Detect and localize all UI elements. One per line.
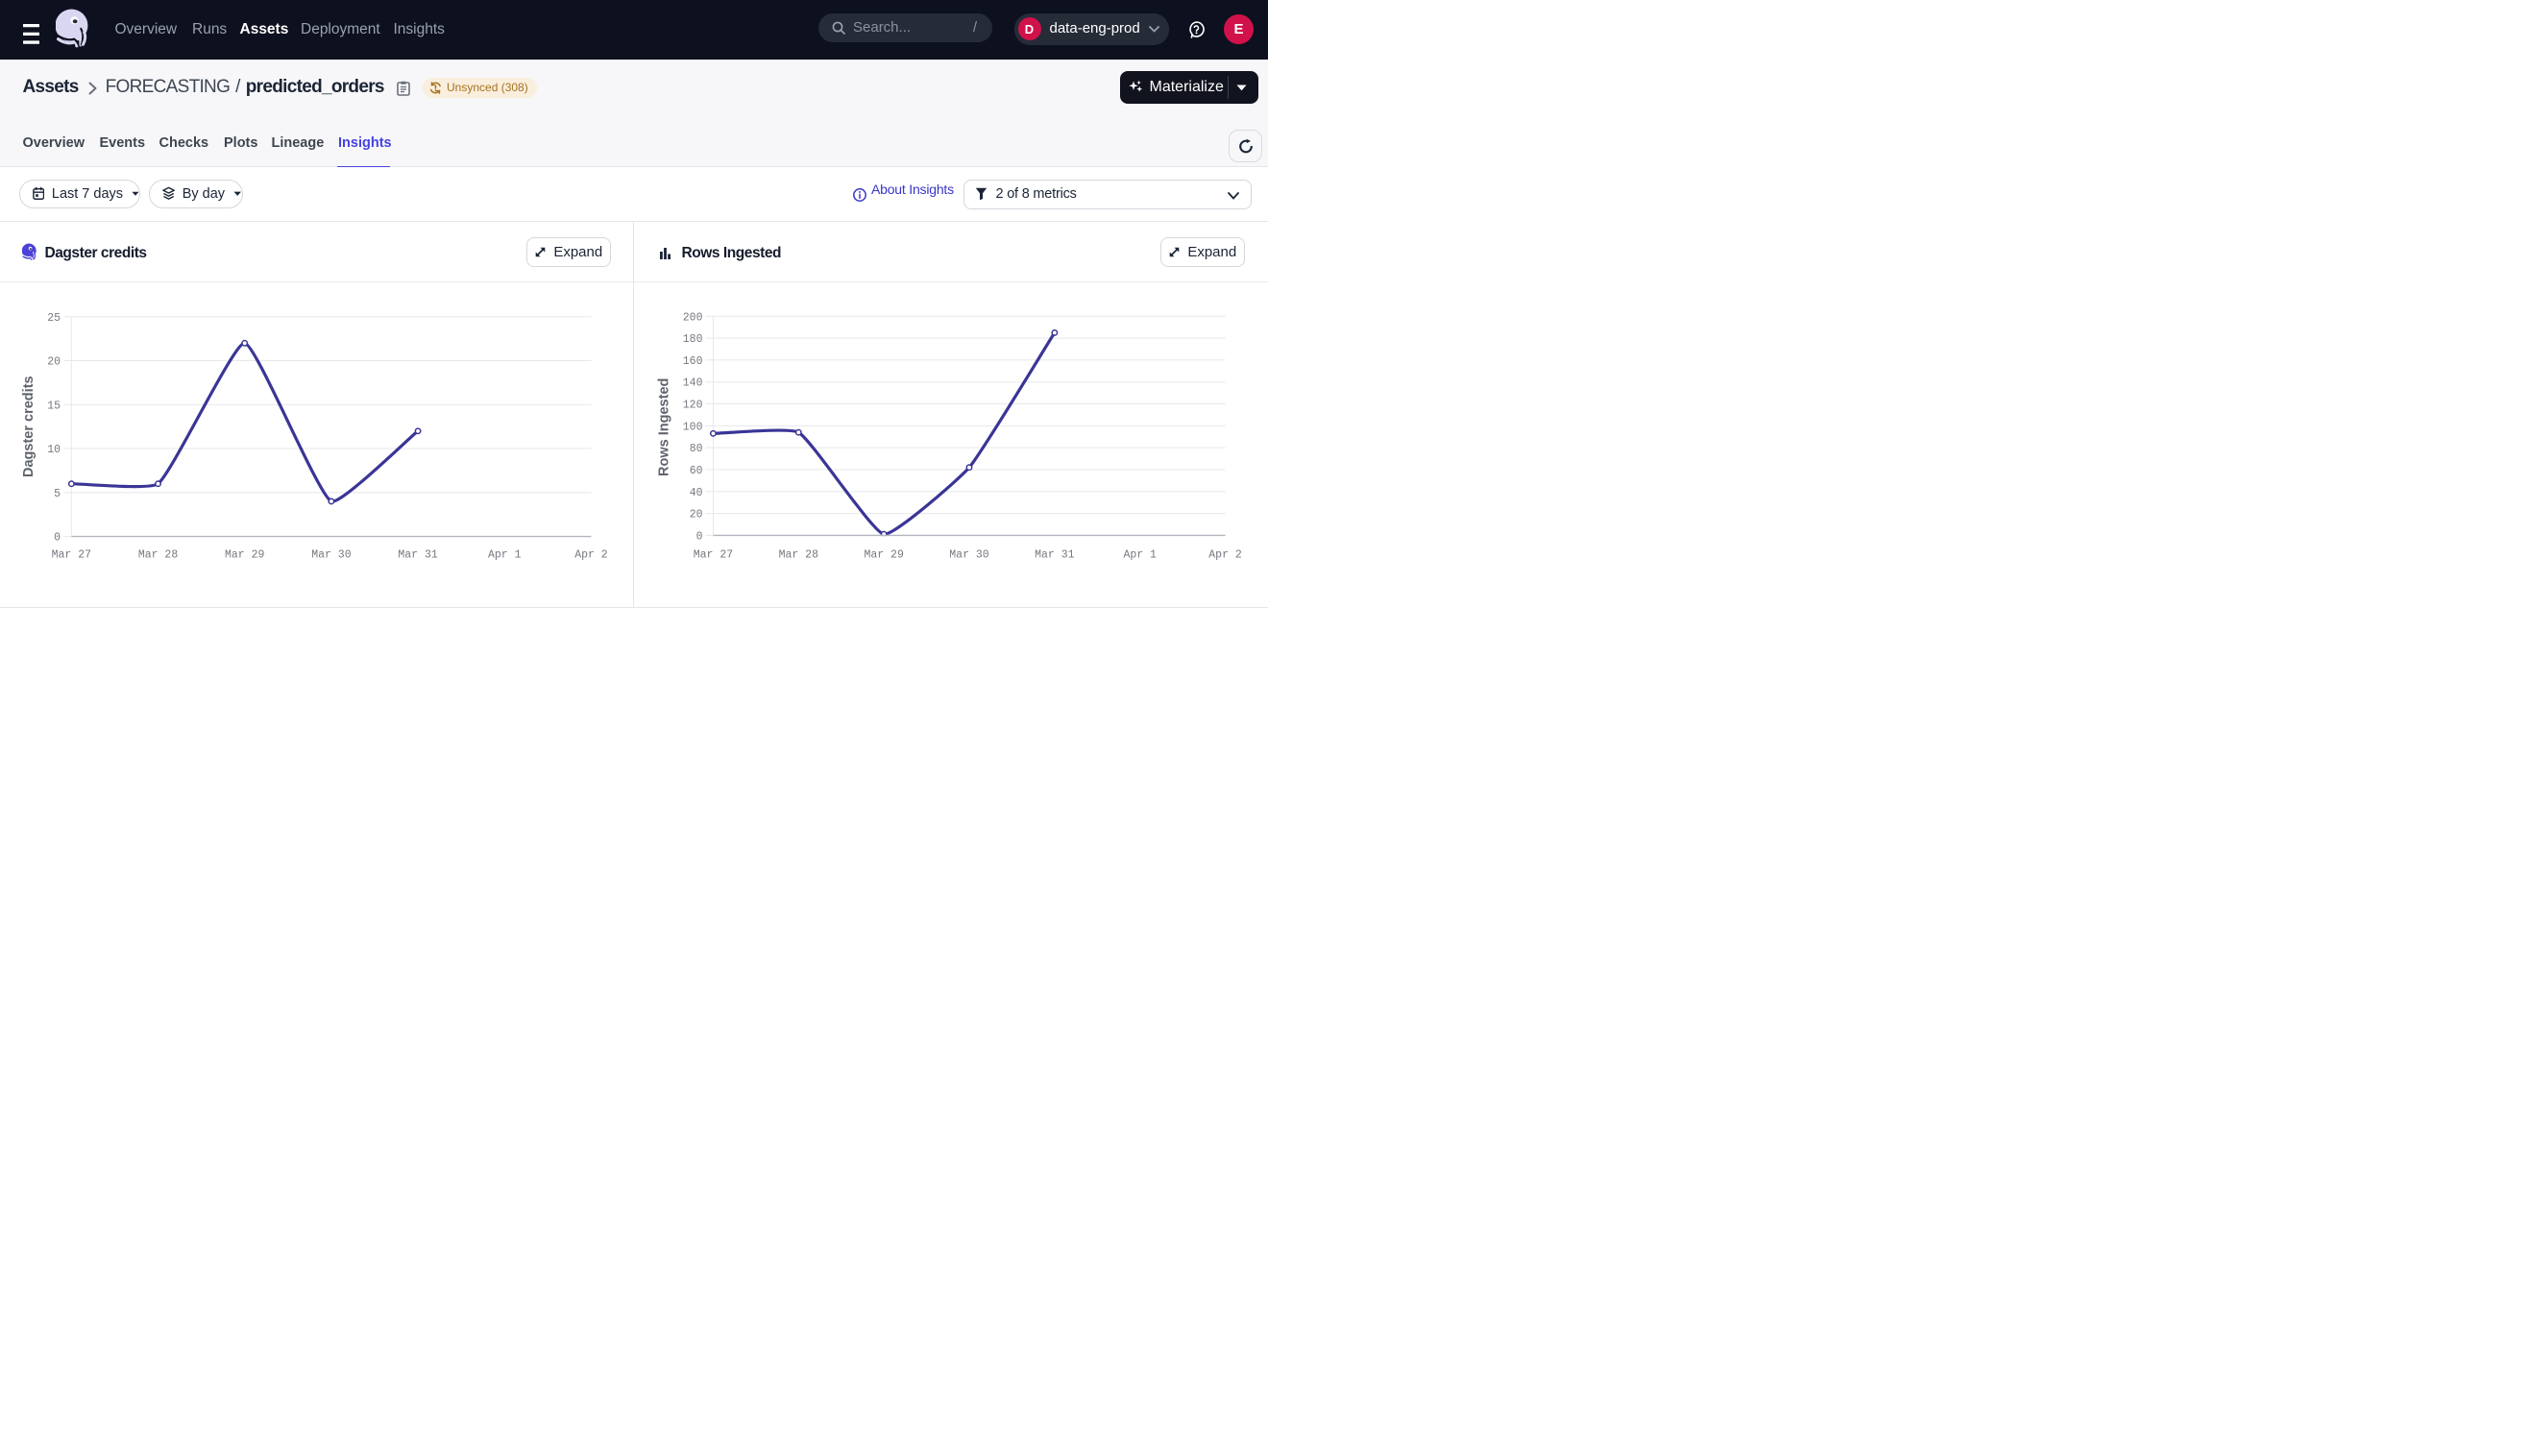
svg-text:20: 20 [690, 509, 703, 522]
svg-text:Mar 29: Mar 29 [225, 549, 265, 562]
svg-text:Mar 28: Mar 28 [138, 549, 179, 562]
svg-text:20: 20 [47, 356, 61, 369]
svg-text:Apr 2: Apr 2 [574, 549, 608, 562]
svg-text:0: 0 [696, 530, 703, 543]
svg-text:5: 5 [54, 488, 61, 500]
svg-text:Apr 1: Apr 1 [488, 549, 522, 562]
svg-text:Mar 29: Mar 29 [864, 549, 904, 562]
svg-text:Dagster credits: Dagster credits [21, 376, 37, 477]
svg-text:160: 160 [683, 355, 703, 368]
svg-text:Apr 2: Apr 2 [1208, 549, 1242, 562]
svg-text:Mar 31: Mar 31 [1035, 549, 1075, 562]
svg-text:Mar 27: Mar 27 [52, 549, 91, 562]
svg-text:100: 100 [683, 421, 703, 433]
svg-text:Mar 30: Mar 30 [311, 549, 352, 562]
svg-text:0: 0 [54, 532, 61, 545]
svg-text:Mar 28: Mar 28 [779, 549, 819, 562]
svg-text:140: 140 [683, 377, 703, 390]
svg-text:40: 40 [690, 487, 703, 499]
svg-text:80: 80 [690, 443, 703, 455]
svg-text:10: 10 [47, 444, 61, 456]
svg-text:25: 25 [47, 312, 61, 325]
svg-text:200: 200 [683, 311, 703, 324]
svg-text:180: 180 [683, 333, 703, 346]
svg-text:Mar 27: Mar 27 [694, 549, 733, 562]
svg-text:Apr 1: Apr 1 [1123, 549, 1157, 562]
svg-text:15: 15 [47, 400, 61, 412]
svg-text:120: 120 [683, 400, 703, 412]
svg-text:Mar 30: Mar 30 [949, 549, 989, 562]
svg-text:60: 60 [690, 465, 703, 477]
svg-text:Rows Ingested: Rows Ingested [657, 378, 672, 476]
svg-text:Mar 31: Mar 31 [398, 549, 438, 562]
